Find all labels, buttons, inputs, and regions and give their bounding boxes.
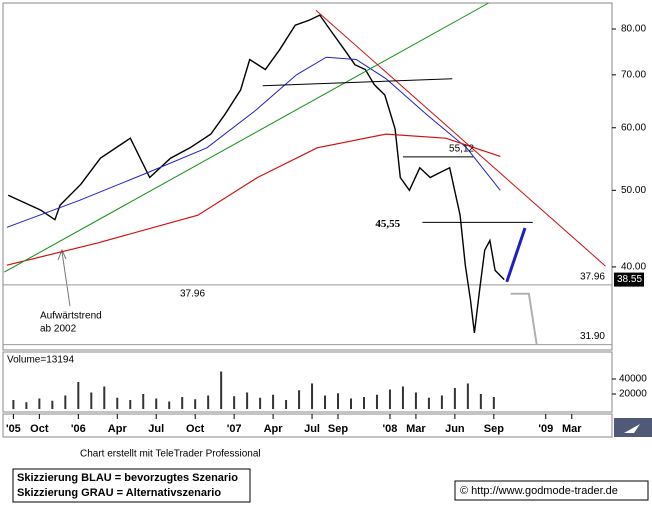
volume-bar bbox=[155, 398, 158, 409]
volume-bar bbox=[440, 395, 443, 409]
volume-bar bbox=[220, 371, 223, 409]
volume-bar bbox=[116, 397, 119, 409]
volume-bar bbox=[492, 397, 495, 409]
url-box bbox=[454, 480, 649, 501]
volume-bar bbox=[414, 392, 417, 409]
corner-icon bbox=[624, 424, 640, 433]
annotation: Aufwärtstrend bbox=[40, 311, 102, 322]
x-tick-label: Jun bbox=[445, 423, 465, 435]
series-line bbox=[7, 14, 505, 333]
url: © http://www.godmode-trader.de bbox=[460, 485, 618, 497]
volume-bar bbox=[337, 393, 340, 409]
volume-bar bbox=[350, 398, 352, 409]
x-axis-panel bbox=[2, 413, 613, 438]
x-tick-label: Mar bbox=[562, 423, 582, 435]
x-tick-label: '08 bbox=[383, 423, 398, 435]
volume-bar bbox=[375, 394, 378, 409]
volume-bar bbox=[103, 386, 106, 409]
x-tick-label: Mar bbox=[406, 423, 426, 435]
level-label: 55,12 bbox=[449, 144, 474, 155]
volume-bar bbox=[388, 389, 391, 409]
volume-title: Volume=13194 bbox=[7, 355, 74, 366]
level-label: 37.96 bbox=[580, 272, 605, 283]
series-line bbox=[4, 2, 489, 273]
volume-bar bbox=[259, 397, 262, 409]
x-tick-label: '07 bbox=[227, 423, 242, 435]
volume-bar bbox=[181, 397, 184, 409]
y-tick-label: 40.00 bbox=[621, 262, 646, 273]
volume-bar bbox=[324, 395, 327, 409]
series-line bbox=[6, 133, 501, 266]
volume-bar bbox=[207, 395, 210, 409]
volume-bar bbox=[194, 399, 197, 409]
legend-box bbox=[12, 468, 251, 503]
volume-bar bbox=[466, 383, 469, 409]
x-tick-label: '06 bbox=[71, 423, 86, 435]
x-tick-label: Oct bbox=[186, 423, 205, 435]
volume-bar bbox=[285, 400, 288, 409]
legend-line: Skizzierung BLAU = bevorzugtes Szenario bbox=[17, 472, 238, 484]
last-price-label: 38.55 bbox=[617, 274, 642, 285]
volume-bar bbox=[90, 392, 93, 409]
volume-bar bbox=[479, 394, 482, 409]
volume-bar bbox=[142, 394, 145, 409]
volume-bar bbox=[298, 390, 301, 409]
volume-bar bbox=[168, 401, 171, 409]
volume-bar bbox=[233, 396, 236, 409]
y-tick-label: 60.00 bbox=[621, 122, 646, 133]
x-tick-label: Sep bbox=[328, 423, 348, 435]
volume-bar bbox=[25, 402, 28, 409]
volume-bar bbox=[272, 394, 275, 409]
series-line bbox=[505, 227, 527, 283]
price-panel bbox=[2, 2, 613, 351]
volume-bar bbox=[246, 392, 249, 409]
annotation-arrow bbox=[57, 248, 71, 307]
x-tick-label: '05 bbox=[6, 423, 21, 435]
x-tick-label: Oct bbox=[30, 423, 49, 435]
volume-bar bbox=[362, 397, 365, 409]
series-line bbox=[315, 9, 606, 267]
volume-bar bbox=[51, 400, 54, 409]
volume-bar bbox=[129, 400, 132, 409]
corner-button[interactable] bbox=[614, 418, 652, 437]
x-tick-label: Jul bbox=[304, 423, 320, 435]
annotation: ab 2002 bbox=[40, 324, 77, 335]
y-tick-label: 40000 bbox=[619, 374, 647, 385]
last-price-box bbox=[614, 272, 644, 287]
level-label: 31.90 bbox=[580, 331, 605, 342]
volume-bar bbox=[401, 386, 404, 409]
volume-bar bbox=[77, 382, 80, 409]
volume-panel bbox=[2, 351, 613, 413]
series-line bbox=[6, 56, 501, 228]
level-label: 45,55 bbox=[375, 218, 400, 230]
y-tick-label: 50.00 bbox=[621, 185, 646, 196]
x-tick-label: Jul bbox=[148, 423, 164, 435]
volume-bar bbox=[427, 397, 430, 409]
y-tick-label: 70.00 bbox=[621, 69, 646, 80]
y-tick-label: 20000 bbox=[619, 389, 647, 400]
series-line bbox=[510, 292, 538, 345]
x-tick-label: Apr bbox=[264, 423, 284, 435]
volume-bar bbox=[311, 383, 314, 409]
series-line bbox=[262, 78, 453, 87]
legend-line: Skizzierung GRAU = Alternativszenario bbox=[17, 487, 221, 499]
credit: Chart erstellt mit TeleTrader Profession… bbox=[80, 449, 261, 460]
volume-bar bbox=[38, 398, 41, 409]
x-tick-label: Sep bbox=[484, 423, 504, 435]
volume-bar bbox=[64, 395, 67, 409]
y-tick-label: 80.00 bbox=[621, 24, 646, 35]
volume-bar bbox=[12, 400, 15, 409]
x-tick-label: '09 bbox=[538, 423, 553, 435]
level-label: 37.96 bbox=[180, 289, 205, 300]
x-tick-label: Apr bbox=[108, 423, 128, 435]
volume-bar bbox=[453, 388, 456, 409]
